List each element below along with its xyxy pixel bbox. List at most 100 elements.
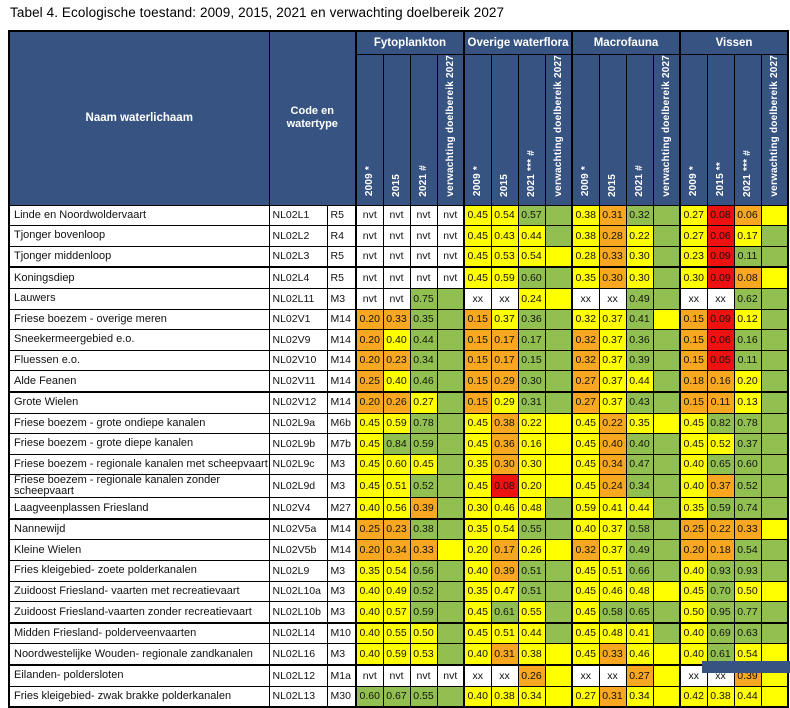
score-cell [760, 560, 789, 582]
waterbody-code: NL02V1 [268, 308, 328, 331]
waterbody-code: NL02L9d [268, 474, 328, 499]
score-cell: 0.59 [382, 412, 411, 435]
table-row: Friese boezem - regionale kanalen zonder… [8, 474, 789, 499]
score-cell: nvt [409, 225, 438, 247]
col-header: 2015 [382, 54, 411, 206]
score-cell: 0.45 [463, 433, 492, 455]
score-cell: 0.45 [463, 474, 492, 499]
score-cell: 0.15 [517, 349, 546, 372]
score-cell: 0.40 [625, 433, 654, 455]
waterbody-name: Tjonger bovenloop [8, 225, 270, 247]
score-cell [544, 287, 573, 310]
score-cell: 0.52 [706, 433, 735, 455]
score-cell: 0.20 [355, 349, 384, 372]
col-header: 2015 ** [706, 54, 735, 206]
score-cell: 0.35 [409, 308, 438, 331]
score-cell: 0.44 [625, 497, 654, 520]
score-cell: 0.59 [571, 497, 600, 520]
score-cell [436, 517, 465, 541]
waterbody-code: NL02L10b [268, 601, 328, 624]
score-cell [652, 287, 681, 310]
waterbody-name: Friese boezem - grote diepe kanalen [8, 433, 270, 455]
waterbody-code: NL02V10 [268, 349, 328, 372]
watertype: R4 [326, 225, 357, 247]
score-cell: 0.23 [382, 349, 411, 372]
score-cell [544, 664, 573, 687]
score-cell: 0.40 [679, 621, 708, 645]
score-cell [544, 204, 573, 227]
table-body: Linde en Noordwoldervaart NL02L1 R5 nvt nvt n… [8, 204, 789, 708]
col-header: 2021 *** # [733, 54, 762, 206]
score-cell [544, 329, 573, 351]
score-cell: 0.30 [490, 453, 519, 476]
score-cell: 0.08 [733, 266, 762, 289]
waterbody-name: Friese boezem - regionale kanalen zonder… [8, 474, 270, 499]
score-cell: 0.06 [706, 225, 735, 247]
score-cell: 0.36 [490, 433, 519, 455]
score-cell: 0.15 [679, 308, 708, 331]
waterbody-name: Friese boezem - regionale kanalen met sc… [8, 453, 270, 476]
waterbody-code: NL02V5b [268, 539, 328, 562]
score-cell: 0.95 [706, 601, 735, 624]
score-cell: 0.44 [517, 225, 546, 247]
score-cell: nvt [409, 245, 438, 268]
score-cell [652, 539, 681, 562]
score-cell: 0.29 [490, 370, 519, 393]
score-cell: 0.93 [706, 560, 735, 582]
score-cell: 0.17 [490, 329, 519, 351]
score-cell: 0.45 [409, 453, 438, 476]
waterbody-name: Grote Wielen [8, 390, 270, 414]
score-cell: 0.45 [571, 453, 600, 476]
score-cell: 0.59 [409, 601, 438, 624]
score-cell: nvt [355, 664, 384, 687]
score-cell [652, 412, 681, 435]
score-cell: 0.93 [733, 560, 762, 582]
code-column-header: Code en watertype [268, 30, 357, 206]
score-cell: 0.37 [598, 539, 627, 562]
score-cell: 0.17 [517, 329, 546, 351]
watertype: M30 [326, 685, 357, 708]
score-cell: 0.31 [598, 204, 627, 227]
score-cell: 0.57 [382, 601, 411, 624]
table-container: Naam waterlichaam Code en watertype Fyto… [8, 30, 789, 708]
waterbody-code: NL02L1 [268, 204, 328, 227]
watertype: M3 [326, 580, 357, 603]
score-cell: 0.37 [598, 390, 627, 414]
score-cell: 0.32 [571, 329, 600, 351]
table-row: Lauwers NL02L11 M3 nvt nvt 0.75 xx xx 0.24 xx xx 0.… [8, 287, 789, 310]
table-row: Friese boezem - regionale kanalen met sc… [8, 453, 789, 476]
score-cell: nvt [436, 266, 465, 289]
score-cell: 0.34 [625, 685, 654, 708]
score-cell [436, 349, 465, 372]
score-cell: 0.38 [517, 643, 546, 666]
score-cell: 0.33 [382, 308, 411, 331]
score-cell: 0.11 [733, 349, 762, 372]
score-cell: 0.39 [409, 497, 438, 520]
score-cell: nvt [409, 664, 438, 687]
waterbody-name: Fries kleigebied- zoete polderkanalen [8, 560, 270, 582]
score-cell: 0.26 [517, 539, 546, 562]
score-cell: 0.50 [409, 621, 438, 645]
score-cell: nvt [382, 287, 411, 310]
score-cell: 0.45 [463, 245, 492, 268]
watertype: M14 [326, 539, 357, 562]
score-cell [652, 474, 681, 499]
score-cell: 0.40 [355, 643, 384, 666]
score-cell [652, 517, 681, 541]
group-header-vissen: Vissen [679, 30, 789, 55]
score-cell: 0.45 [571, 643, 600, 666]
score-cell: 0.56 [382, 497, 411, 520]
score-cell: 0.38 [490, 685, 519, 708]
score-cell: xx [571, 664, 600, 687]
score-cell: 0.37 [598, 349, 627, 372]
score-cell [760, 412, 789, 435]
next-table-fragment [702, 661, 790, 673]
score-cell: 0.70 [706, 580, 735, 603]
score-cell [760, 204, 789, 227]
score-cell [652, 580, 681, 603]
score-cell [436, 685, 465, 708]
score-cell [760, 245, 789, 268]
score-cell [544, 453, 573, 476]
score-cell: 0.77 [733, 601, 762, 624]
score-cell: 0.45 [463, 412, 492, 435]
